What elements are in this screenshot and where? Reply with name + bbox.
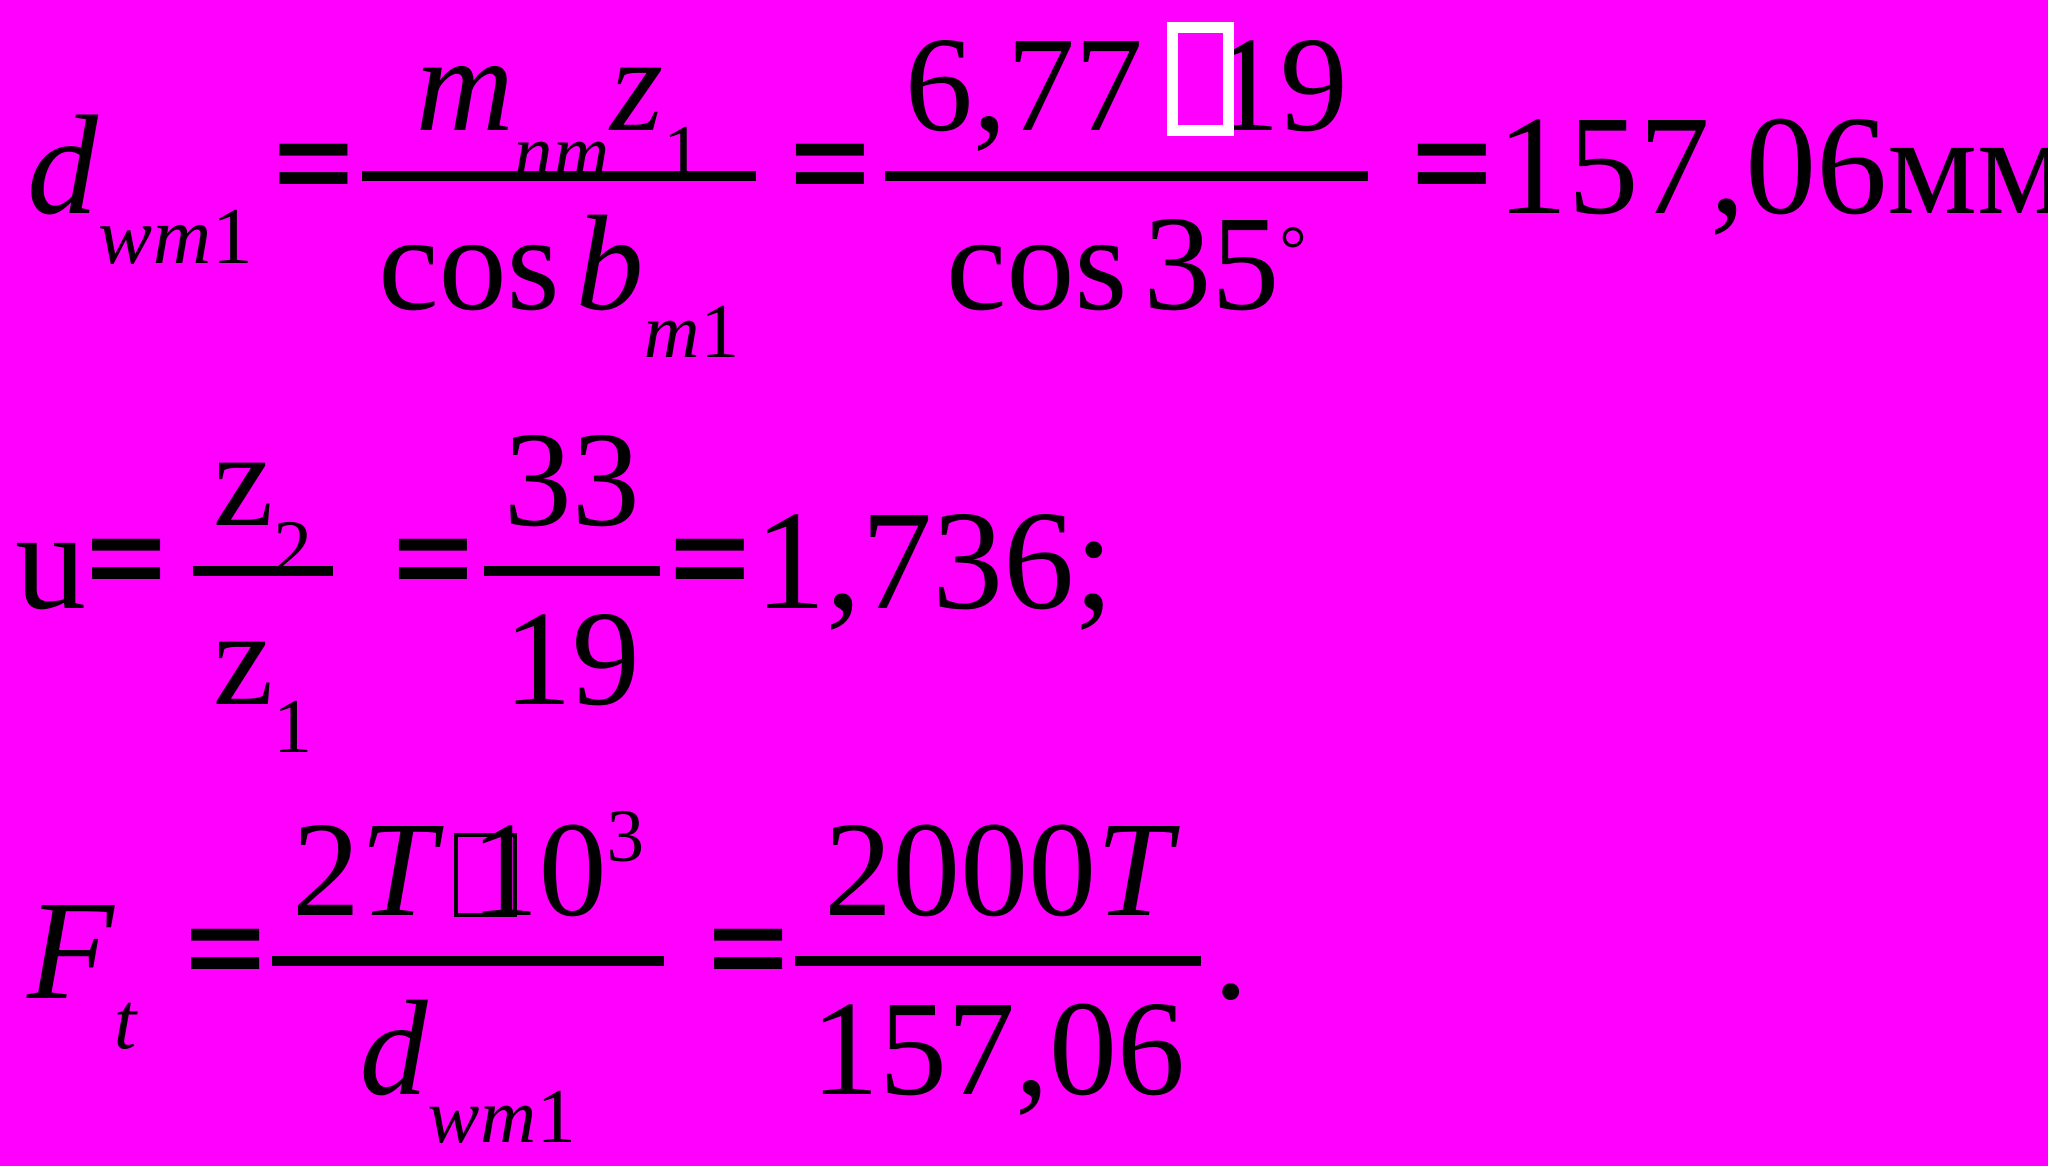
subscript-1: 1 [273,683,313,770]
cos-operator: cos [946,189,1128,339]
var-b: b [575,189,644,339]
var-F: F [27,871,114,1029]
fraction-bar [362,171,756,181]
fraction-mnm-z1-over-cos-bm1: mnmz1 cos bm1 [362,14,756,372]
subscript-1: 1 [663,109,703,196]
var-F-t: Ft [27,879,137,1062]
missing-glyph-white-box [1166,22,1234,137]
var-d-wm1: dwm1 [27,94,253,277]
var-z: z [212,405,274,556]
denominator: cos 35° [930,181,1323,336]
var-T: T [1096,795,1172,946]
formula-line-2: u = z2 z1 = 33 19 = 1,736; [15,380,1114,767]
numerator: z2 [193,409,333,588]
result-value: 157,06 [1496,86,1888,244]
equals-sign: = [392,479,475,637]
equals-sign: = [184,869,267,1027]
value-19: 19 [1211,10,1348,161]
equals-sign: = [669,479,752,637]
formula-line-1: dwm1 = mnmz1 cos bm1 = 6,77 19 cos 35° = 15… [27,0,2048,372]
cos-operator: cos [378,189,560,339]
period: . [1212,871,1249,1029]
denominator: z1 [197,576,329,767]
numerator: 2000T [804,799,1192,956]
var-m: m [415,10,514,161]
fraction-2T10e3-over-dwm1: 2T 103 dwm1 [271,798,665,1157]
exponent-3: 3 [606,795,645,879]
subscript-nm: nm [513,109,611,196]
degree-symbol: ° [1279,210,1307,287]
var-d: d [27,86,98,244]
fraction-bar [794,956,1201,966]
numerator: 2T 103 [272,798,664,956]
fraction-33-over-19: 33 19 [483,405,660,734]
numerator: 6,77 19 [885,14,1368,171]
subscript-wm1: wm1 [98,191,254,282]
subscript-2: 2 [273,504,313,591]
fraction-bar [271,956,665,966]
value-677: 6,77 [904,10,1143,161]
equals-sign: = [707,869,790,1027]
formula-line-3: Ft = 2T 103 dwm1 = 2000T 157,06 . [27,770,1249,1157]
denominator: cos bm1 [362,181,756,372]
numerator: 33 [503,405,640,556]
subscript-wm1: wm1 [427,1073,577,1160]
equals-sign: = [85,479,168,637]
semicolon: ; [1074,481,1114,639]
base-10: 10 [470,795,607,946]
fraction-bar [483,566,660,576]
fraction-2000T-over-15706: 2000T 157,06 [794,799,1201,1124]
numerator: mnmz1 [396,14,723,193]
equals-sign: = [789,84,872,242]
result-2: 1,736; [755,489,1114,631]
var-u: u [15,481,86,639]
fraction-677-19-over-cos35: 6,77 19 cos 35° [884,14,1368,336]
subscript-m1: m1 [643,288,740,375]
fraction-bar [192,566,333,576]
var-d: d [359,974,428,1124]
result-value: 1,736 [754,481,1075,639]
missing-glyph-black-box [453,833,517,918]
denominator: dwm1 [344,966,593,1157]
denominator: 19 [503,584,640,734]
coefficient-2000: 2000 [824,795,1097,946]
equals-sign: = [272,84,355,242]
subscript-t: t [113,976,138,1067]
fraction-bar [884,171,1368,181]
angle-35: 35 [1143,189,1280,339]
fraction-z2-over-z1: z2 z1 [192,409,333,767]
var-z: z [212,584,274,734]
equals-sign: = [1411,84,1494,242]
coefficient-2: 2 [291,795,360,946]
unit-mm: мм [1887,86,2048,244]
denominator: 157,06 [810,974,1185,1124]
var-T: T [359,795,436,946]
result-1: 157,06мм; [1497,94,2048,236]
var-z: z [610,10,663,161]
